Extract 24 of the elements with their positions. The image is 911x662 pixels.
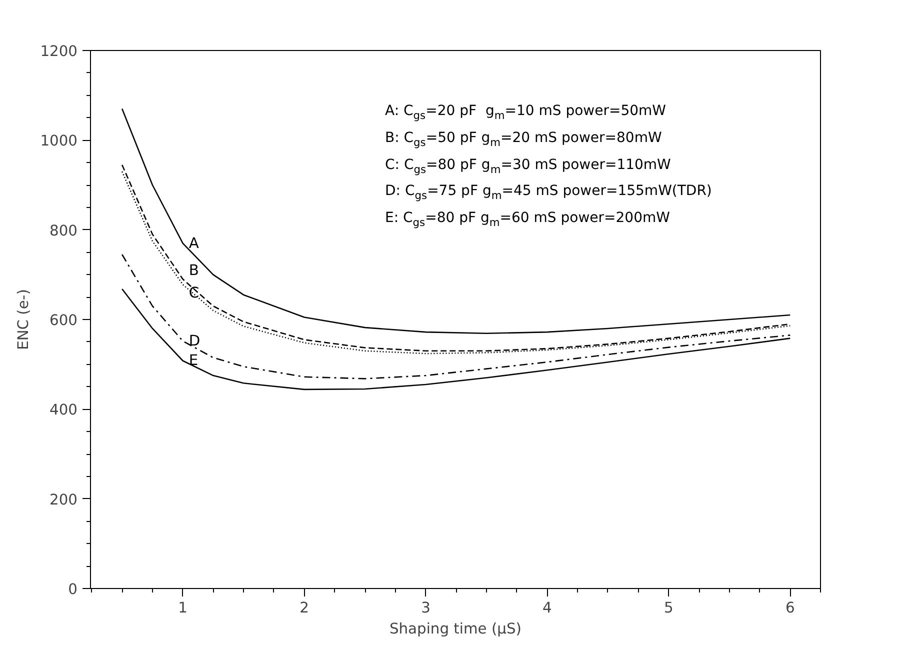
y-tick-label: 800 (50, 222, 78, 240)
y-tick-label: 400 (50, 402, 78, 419)
x-axis-title: Shaping time (μS) (389, 620, 522, 638)
y-tick-label: 1200 (40, 43, 78, 60)
x-tick-label: 2 (300, 600, 309, 616)
y-tick-label: 0 (68, 581, 78, 598)
series-label: D (188, 332, 200, 350)
annotation: C: C$_{gs}$=80 pF g$_{m}$=30 mS power=110mW (385, 156, 671, 176)
x-tick-label: 4 (542, 600, 552, 616)
annotation: B: C$_{gs}$=50 pF g$_{m}$=20 mS power=80mW (385, 130, 662, 149)
annotation: E: C$_{gs}$=80 pF g$_{m}$=60 mS power=200mW (385, 210, 670, 229)
series-label: A (188, 234, 199, 252)
annotation: A: C$_{gs}$=20 pF g$_{m}$=10 mS power=50mW (385, 103, 666, 122)
y-tick-label: 200 (50, 491, 78, 508)
x-tick-label: 3 (421, 600, 430, 616)
x-tick-label: 1 (178, 600, 188, 616)
y-axis-title: ENC (e-) (15, 289, 32, 350)
x-tick-label: 6 (785, 600, 795, 616)
y-tick-label: 1000 (40, 132, 78, 150)
series-label: E (188, 352, 198, 370)
y-tick-label: 600 (50, 312, 78, 329)
annotation: D: C$_{gs}$=75 pF g$_{m}$=45 mS power=155mW(TDR) (385, 183, 712, 202)
series-label: B (188, 262, 199, 280)
x-tick-label: 5 (664, 600, 674, 616)
